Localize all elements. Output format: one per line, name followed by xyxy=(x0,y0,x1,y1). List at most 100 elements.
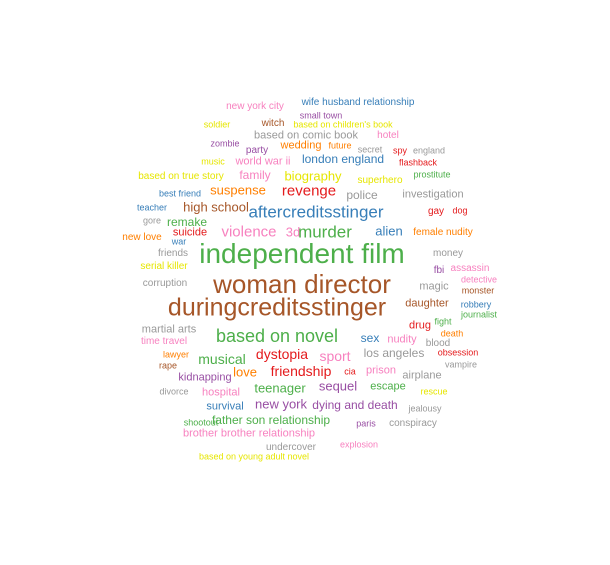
word-cloud-term: money xyxy=(432,248,464,259)
word-cloud-term: london england xyxy=(301,152,385,166)
word-cloud-term: violence xyxy=(221,223,277,241)
word-cloud-term: journalist xyxy=(460,309,498,320)
word-cloud-term: vampire xyxy=(444,359,478,370)
word-cloud-term: musical xyxy=(198,351,246,367)
word-cloud-term: music xyxy=(201,156,225,167)
word-cloud-term: serial killer xyxy=(140,261,188,272)
word-cloud-term: spy xyxy=(392,145,408,156)
word-cloud-term: independent film xyxy=(199,238,405,269)
word-cloud-term: new york city xyxy=(226,101,284,112)
word-cloud-term: survival xyxy=(206,400,244,413)
word-cloud-term: escape xyxy=(370,380,406,393)
word-cloud-term: martial arts xyxy=(141,323,197,336)
word-cloud-term: world war ii xyxy=(235,155,291,168)
word-cloud-term: love xyxy=(233,364,257,380)
word-cloud-term: fbi xyxy=(433,265,445,276)
word-cloud-term: zombie xyxy=(210,138,240,149)
word-cloud-term: robbery xyxy=(460,299,492,310)
word-cloud-term: flashback xyxy=(398,157,438,168)
word-cloud-term: secret xyxy=(357,144,383,155)
word-cloud-term: corruption xyxy=(142,278,188,289)
word-cloud-term: dog xyxy=(452,205,468,216)
word-cloud-term: wedding xyxy=(280,139,322,152)
word-cloud-term: kidnapping xyxy=(178,371,232,384)
word-cloud-term: lawyer xyxy=(162,349,190,360)
word-cloud-term: best friend xyxy=(158,188,202,199)
word-cloud-term: rape xyxy=(158,360,178,371)
word-cloud-term: jealousy xyxy=(408,403,442,414)
word-cloud-term: airplane xyxy=(402,369,442,382)
word-cloud-term: drug xyxy=(408,319,432,332)
word-cloud-term: police xyxy=(346,188,378,202)
word-cloud-term: witch xyxy=(261,118,285,129)
word-cloud-term: monster xyxy=(461,285,495,296)
word-cloud-term: party xyxy=(245,145,269,156)
word-cloud-term: friends xyxy=(157,248,189,259)
word-cloud-term: new york xyxy=(254,396,308,412)
word-cloud-term: based on young adult novel xyxy=(198,451,310,462)
word-cloud-term: 3d xyxy=(285,224,301,240)
word-cloud-term: rescue xyxy=(420,386,448,397)
word-cloud-term: alien xyxy=(375,223,403,239)
word-cloud-term: teacher xyxy=(136,202,168,213)
word-cloud-term: based on children's book xyxy=(293,119,393,130)
word-cloud-term: biography xyxy=(284,168,342,184)
word-cloud-term: teenager xyxy=(254,380,306,396)
word-cloud-term: based on novel xyxy=(215,326,339,346)
word-cloud-term: war xyxy=(171,236,187,247)
word-cloud-term: revenge xyxy=(281,182,337,200)
word-cloud-term: explosion xyxy=(339,439,379,450)
word-cloud-term: divorce xyxy=(159,386,189,397)
word-cloud-term: obsession xyxy=(437,347,479,358)
word-cloud-term: nudity xyxy=(387,333,417,346)
word-cloud-term: sport xyxy=(319,348,351,364)
word-cloud-term: time travel xyxy=(140,336,188,347)
word-cloud-term: daughter xyxy=(405,297,449,310)
word-cloud-term: friendship xyxy=(270,363,332,379)
word-cloud-term: shootout xyxy=(183,417,219,428)
word-cloud-term: woman director xyxy=(213,269,391,299)
word-cloud-term: cia xyxy=(344,366,356,377)
word-cloud-term: los angeles xyxy=(363,346,425,360)
word-cloud-term: dystopia xyxy=(255,346,309,362)
word-cloud-term: based on comic book xyxy=(254,129,358,142)
word-cloud-term: father son relationship xyxy=(211,413,331,427)
word-cloud-term: suspense xyxy=(210,182,266,198)
word-cloud-term: sex xyxy=(360,331,380,345)
word-cloud-term: high school xyxy=(183,199,249,215)
word-cloud-term: investigation xyxy=(402,188,464,201)
word-cloud-term: prostitute xyxy=(413,169,451,180)
word-cloud-term: death xyxy=(440,328,464,339)
word-cloud-term: conspiracy xyxy=(389,418,437,429)
word-cloud-term: new love xyxy=(122,232,162,243)
word-cloud-term: gore xyxy=(142,215,162,226)
word-cloud-term: duringcreditsstinger xyxy=(167,293,387,322)
word-cloud-term: future xyxy=(328,140,352,151)
word-cloud-term: brother brother relationship xyxy=(182,427,316,440)
word-cloud-term: blood xyxy=(425,338,451,349)
word-cloud-term: suicide xyxy=(172,226,208,239)
word-cloud-term: superhero xyxy=(357,175,403,186)
word-cloud-term: small town xyxy=(299,110,343,121)
word-cloud-term: remake xyxy=(166,215,208,229)
word-cloud-term: hospital xyxy=(202,386,240,399)
word-cloud-term: family xyxy=(239,168,271,182)
word-cloud-term: wife husband relationship xyxy=(301,97,415,108)
word-cloud-term: undercover xyxy=(265,442,317,453)
word-cloud-term: based on true story xyxy=(138,171,224,182)
word-cloud-term: paris xyxy=(356,418,376,429)
word-cloud-term: sequel xyxy=(318,378,358,394)
word-cloud-term: hotel xyxy=(377,130,399,141)
word-cloud-term: aftercreditsstinger xyxy=(248,202,384,222)
word-cloud-term: murder xyxy=(298,222,352,242)
word-cloud-term: gay xyxy=(427,206,445,217)
word-cloud-term: detective xyxy=(460,274,498,285)
word-cloud-term: fight xyxy=(434,316,452,327)
word-cloud-term: assassin xyxy=(450,263,490,274)
word-cloud-term: soldier xyxy=(203,119,231,130)
word-cloud-term: magic xyxy=(419,280,449,293)
word-cloud-term: england xyxy=(412,145,446,156)
word-cloud-term: dying and death xyxy=(312,398,398,412)
word-cloud-term: prison xyxy=(366,364,396,377)
